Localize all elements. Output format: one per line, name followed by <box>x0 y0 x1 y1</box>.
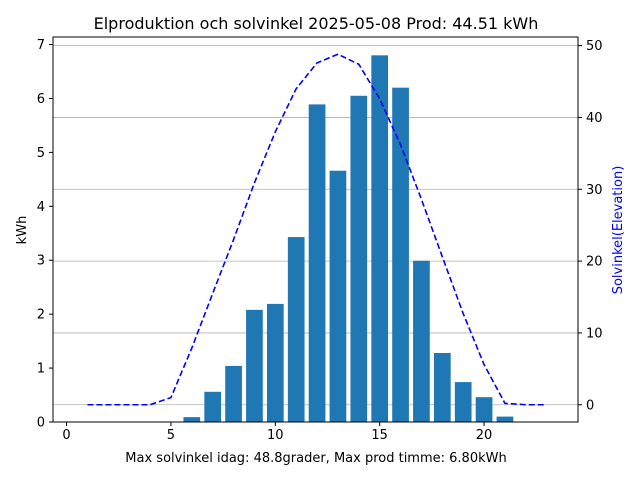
bar <box>204 391 222 422</box>
bar <box>246 309 263 422</box>
bar <box>454 382 472 422</box>
y-tick-label: 6 <box>37 92 45 107</box>
y-tick-label: 5 <box>37 146 45 161</box>
bar <box>371 55 389 422</box>
x-tick-label: 20 <box>476 428 493 443</box>
y2-tick-label: 30 <box>586 183 603 198</box>
chart-title: Elproduktion och solvinkel 2025-05-08 Pr… <box>94 14 539 33</box>
y2-tick-label: 40 <box>586 111 603 126</box>
bar <box>287 237 305 422</box>
x-tick-label: 15 <box>371 428 388 443</box>
bar <box>475 397 493 422</box>
bar <box>183 417 201 422</box>
y-tick-label: 0 <box>37 416 45 431</box>
bar-series <box>183 55 514 423</box>
x-tick-label: 5 <box>167 428 175 443</box>
y-tick-label: 2 <box>37 308 45 323</box>
axes: 0 5 10 15 20 0 1 2 3 4 5 6 7 0 10 20 30 40 50 <box>37 36 603 443</box>
bar <box>329 170 347 422</box>
bar <box>350 95 368 423</box>
y-tick-label: 7 <box>37 38 45 53</box>
y-axis-label: kWh <box>15 216 30 245</box>
x-axis-label: Max solvinkel idag: 48.8grader, Max prod… <box>125 451 506 466</box>
bar <box>266 303 284 422</box>
elevation-series <box>87 53 547 406</box>
y2-tick-label: 50 <box>586 39 603 54</box>
bar <box>413 260 430 422</box>
y-tick-label: 4 <box>37 200 45 215</box>
x-tick-label: 0 <box>62 428 70 443</box>
y2-tick-label: 20 <box>586 255 603 270</box>
bar <box>308 104 326 422</box>
bar <box>433 352 451 422</box>
y-tick-label: 3 <box>37 254 45 269</box>
x-tick-label: 10 <box>267 428 284 443</box>
plot-frame <box>52 36 579 423</box>
y2-tick-label: 0 <box>586 398 594 413</box>
bar <box>392 87 409 422</box>
bar <box>225 365 242 422</box>
y-tick-label: 1 <box>37 362 45 377</box>
y2-tick-label: 10 <box>586 326 603 341</box>
bar <box>496 416 514 422</box>
elevation-line <box>87 53 547 406</box>
y2-axis-label: Solvinkel(Elevation) <box>611 166 626 295</box>
